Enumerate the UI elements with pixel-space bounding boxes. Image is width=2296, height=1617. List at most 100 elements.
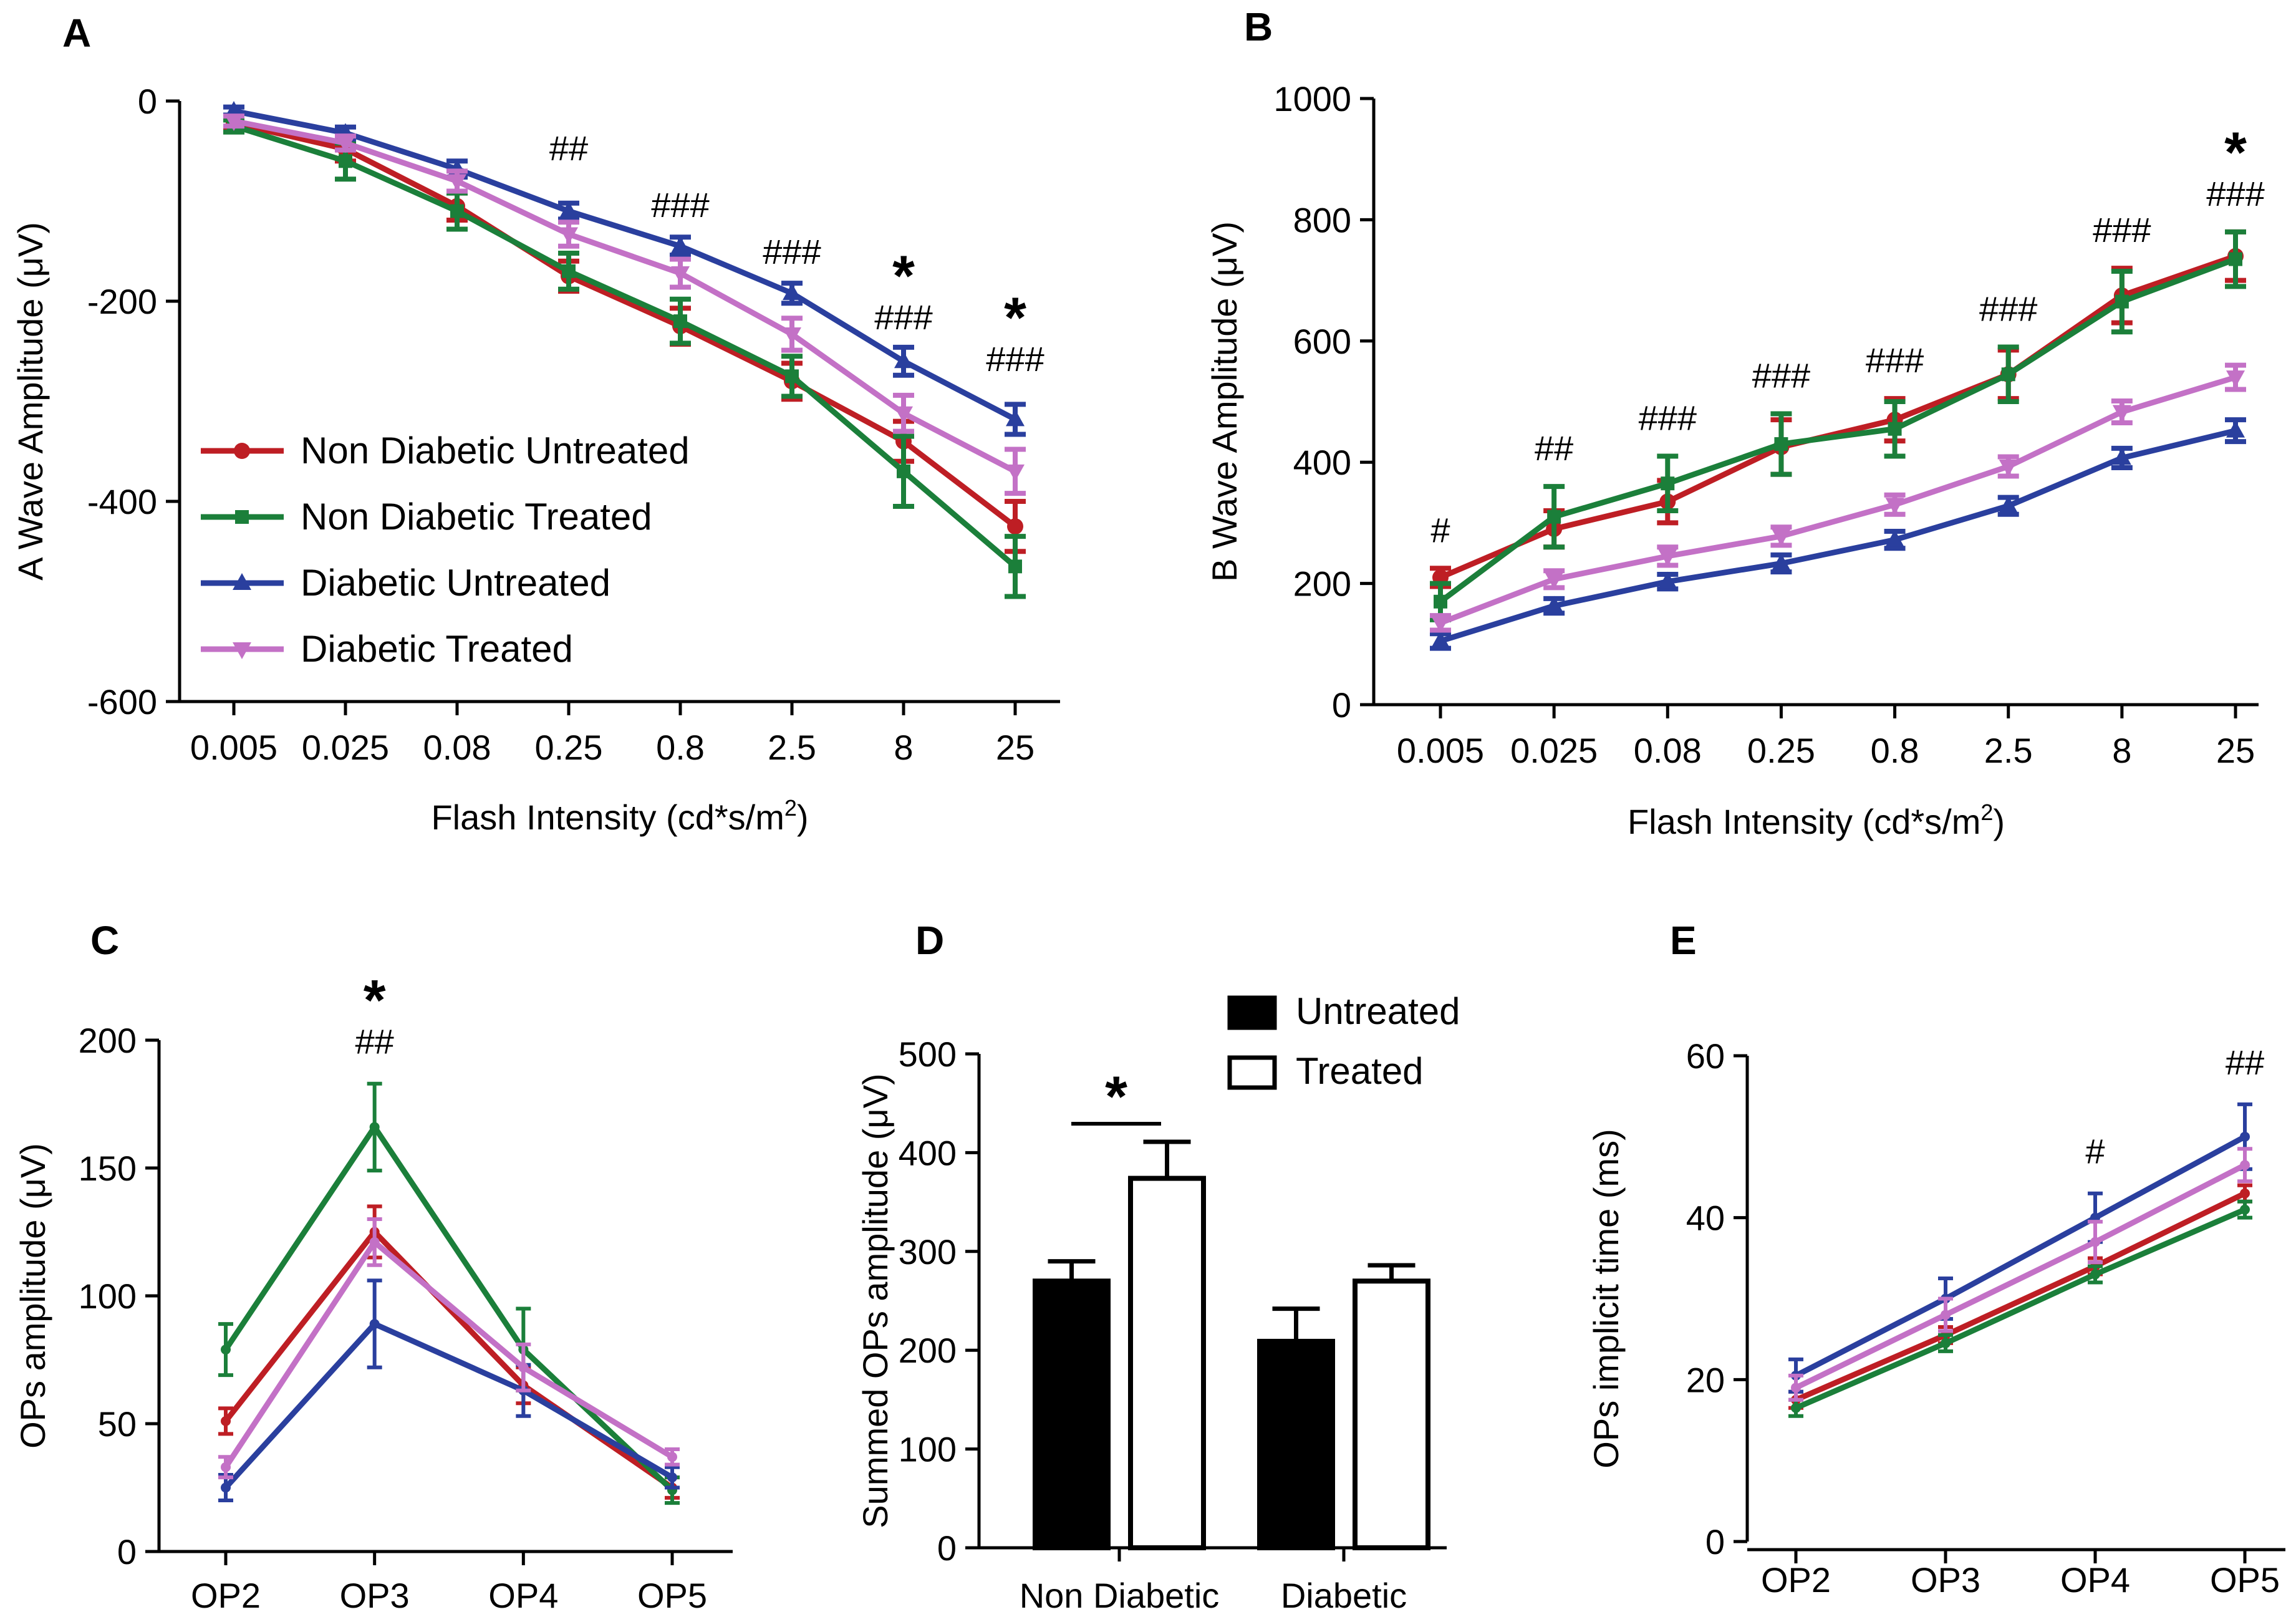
legend-swatch [1227, 1055, 1277, 1090]
legend-swatch [1227, 995, 1277, 1030]
data-point [2240, 1131, 2250, 1142]
data-point [559, 201, 578, 218]
data-point [1772, 529, 1791, 546]
y-tick-label: -400 [87, 482, 157, 521]
series-line [1439, 256, 2237, 604]
data-point [2229, 252, 2242, 266]
series-line [1439, 374, 2237, 625]
y-tick-label: 200 [899, 1331, 957, 1370]
data-point [1885, 498, 1904, 515]
data-point [2226, 370, 2245, 388]
significance-hash: ### [1752, 355, 1810, 395]
legend-label: Untreated [1296, 990, 1460, 1032]
panel-label: B [1244, 4, 1273, 49]
x-tick-label: 8 [2112, 731, 2131, 770]
series-line [223, 1321, 674, 1490]
y-tick-label: 400 [899, 1133, 957, 1172]
panel-label: C [90, 918, 119, 963]
significance-hash: ## [549, 128, 588, 168]
data-point [448, 174, 466, 191]
data-point [2226, 420, 2245, 438]
x-tick-label: 0.8 [1871, 731, 1919, 770]
significance-hash: # [1430, 510, 1450, 549]
significance-star: * [1004, 286, 1026, 350]
series-non-diabetic-untreated [218, 1204, 680, 1500]
significance-hash: ### [1979, 289, 2037, 329]
series-diabetic-treated [218, 1217, 680, 1480]
y-tick-label: 0 [138, 82, 157, 121]
x-tick-label: OP5 [637, 1576, 707, 1615]
data-point [1791, 1383, 1801, 1393]
data-point [1999, 496, 2018, 513]
x-axis-title: Flash Intensity (cd*s/m2) [431, 795, 808, 837]
series-non-diabetic-treated [1430, 229, 2246, 622]
y-tick-label: -200 [87, 282, 157, 321]
data-point [221, 1416, 231, 1426]
significance-star: * [2224, 121, 2247, 185]
y-tick-label: 500 [899, 1035, 957, 1074]
data-point [450, 204, 464, 218]
panel-label: E [1670, 918, 1697, 963]
legend-label: Non Diabetic Treated [301, 496, 652, 538]
y-tick-label: 100 [899, 1430, 957, 1469]
data-point [221, 1344, 231, 1355]
x-tick-label: Diabetic [1281, 1576, 1407, 1615]
series-line [1795, 1207, 2246, 1411]
data-point [2240, 1160, 2250, 1171]
data-point [897, 464, 910, 478]
x-tick-label: 0.25 [535, 728, 603, 767]
data-point [1006, 464, 1025, 481]
legend-swatch-marker [234, 443, 250, 459]
legend-label: Non Diabetic Untreated [301, 430, 690, 471]
data-point [673, 314, 687, 329]
significance-star: * [1105, 1065, 1127, 1129]
data-point [2090, 1269, 2100, 1280]
x-tick-label: OP3 [340, 1576, 410, 1615]
data-point [1885, 529, 1904, 547]
legend-swatch-marker [233, 573, 251, 590]
data-point [1772, 553, 1791, 571]
legend-label: Diabetic Untreated [301, 562, 610, 604]
significance-hash: # [2085, 1132, 2105, 1171]
y-tick-label: 300 [899, 1232, 957, 1272]
y-axis-title: B Wave Amplitude (μV) [1205, 221, 1244, 582]
legend-label: Treated [1296, 1050, 1424, 1092]
x-tick-label: 25 [2216, 731, 2255, 770]
x-axis-title-end: ) [797, 798, 809, 837]
significance-hash: ## [1535, 428, 1573, 468]
y-tick-label: -600 [87, 682, 157, 722]
legend: Non Diabetic Untreated Non Diabetic Treat… [201, 430, 690, 670]
legend-label: Diabetic Treated [301, 628, 573, 670]
panel-a: A 0 -200 -400 -600 0.005 0.025 0.08 0.25 0.8 2.5 8 2… [11, 11, 1060, 837]
series-line [223, 1124, 675, 1492]
data-point [2115, 294, 2129, 309]
series-diabetic-treated [223, 113, 1026, 496]
series-line [233, 108, 1017, 422]
y-tick-label: 0 [937, 1528, 957, 1568]
data-point [783, 283, 801, 301]
data-point [1658, 571, 1677, 589]
y-tick-label: 200 [1293, 564, 1351, 604]
panel-label: A [62, 11, 91, 56]
series-line [233, 118, 1017, 474]
series-diabetic-treated [1430, 362, 2246, 633]
bar [1257, 1338, 1335, 1551]
x-tick-label: 25 [996, 728, 1035, 767]
y-tick-label: 0 [1332, 685, 1351, 725]
y-axis-title: OPs amplitude (μV) [13, 1143, 52, 1449]
y-tick-label: 150 [79, 1149, 137, 1188]
y-tick-label: 1000 [1273, 79, 1351, 118]
panel-b: B 0 200 400 600 800 1000 0.005 0.025 0.08 0.25 0.8 2… [1205, 4, 2265, 841]
data-point [1545, 572, 1564, 589]
x-tick-label: 0.8 [656, 728, 705, 767]
data-point [221, 1482, 231, 1493]
series-diabetic-untreated [218, 1278, 680, 1502]
data-point [1999, 460, 2018, 477]
y-tick-label: 0 [117, 1532, 137, 1571]
data-point [2090, 1237, 2100, 1247]
x-tick-label: 0.25 [1747, 731, 1815, 770]
y-tick-label: 200 [79, 1021, 137, 1060]
x-tick-label: OP3 [1911, 1560, 1980, 1600]
series-non-diabetic-treated [1788, 1199, 2252, 1418]
y-tick-label: 40 [1686, 1199, 1725, 1238]
